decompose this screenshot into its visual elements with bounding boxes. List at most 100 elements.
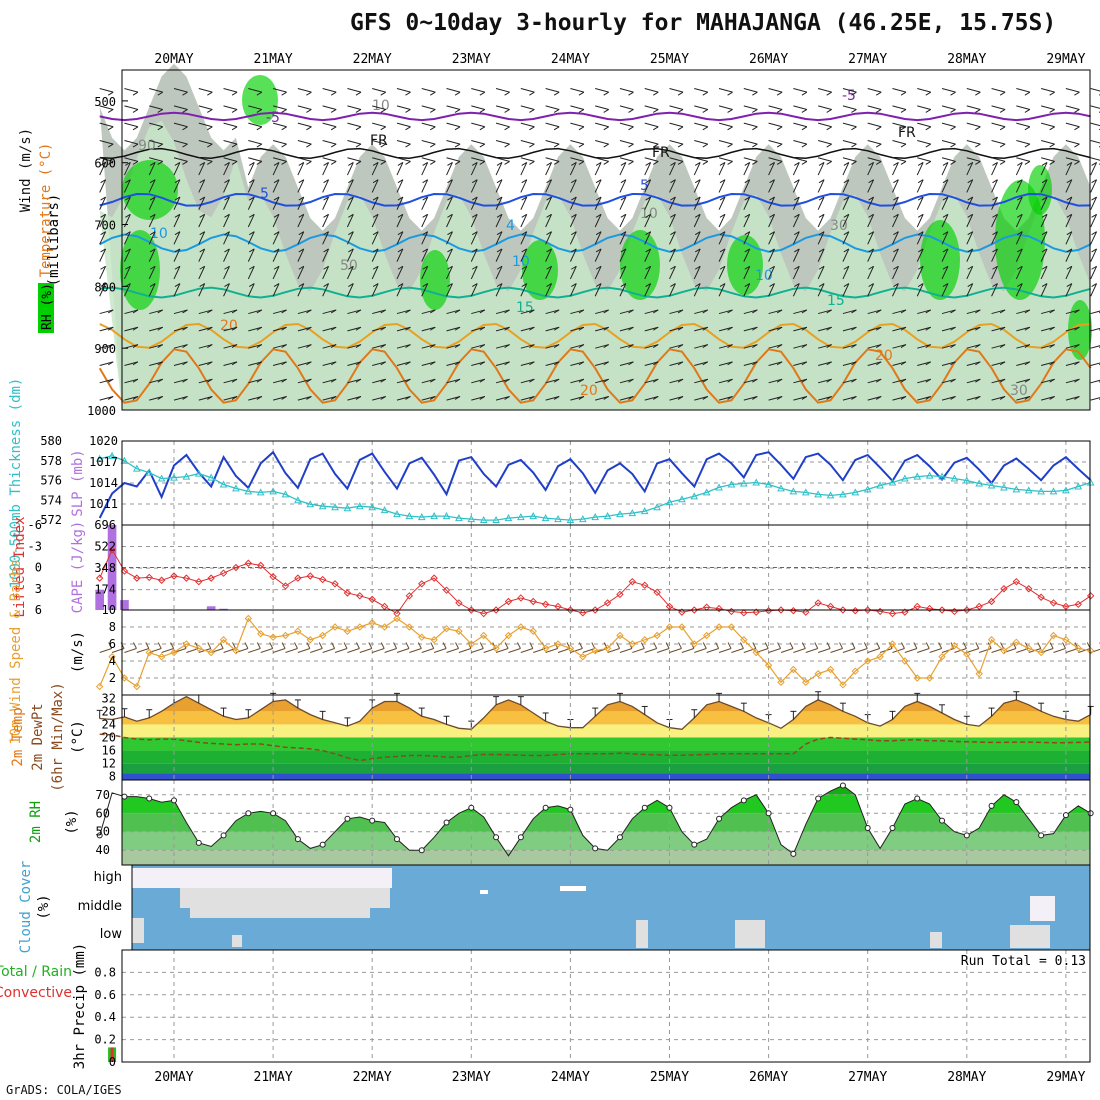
wind-barb xyxy=(248,309,262,315)
wind-barb-flag xyxy=(744,179,750,184)
wind-barb-flag xyxy=(298,283,305,287)
wind-barb-flag xyxy=(578,143,585,148)
isotherm-label: 10 xyxy=(150,226,168,242)
wind-barb xyxy=(346,248,354,262)
wind-barb xyxy=(396,326,411,332)
thickness-point xyxy=(925,471,934,479)
wind-barb xyxy=(495,309,510,315)
wind-barb-flag xyxy=(794,248,800,253)
wind10m-barb-flag xyxy=(442,642,447,649)
wind10m-point xyxy=(430,636,438,644)
thickness-point xyxy=(628,509,637,517)
cloud-gap xyxy=(560,886,586,891)
wind-barb xyxy=(124,396,139,401)
wind-barb-flag xyxy=(752,126,758,131)
wind-barb-flag xyxy=(132,160,139,165)
temp2m-line xyxy=(99,695,1092,730)
wind-barb-flag xyxy=(975,361,981,366)
wind-barb xyxy=(842,88,857,93)
wind10m-barb xyxy=(669,648,682,653)
cloud-row-label: high xyxy=(94,870,122,885)
wind-barb xyxy=(322,326,337,332)
wind10m-point xyxy=(876,653,884,661)
wind-barb xyxy=(347,157,362,162)
wind-barb-flag xyxy=(273,283,280,287)
thickness-point xyxy=(616,510,624,518)
wind-barb xyxy=(421,88,436,93)
wind-barb xyxy=(471,309,485,315)
wind-barb xyxy=(272,361,287,366)
li-point xyxy=(281,582,290,590)
wind-barb xyxy=(545,162,552,176)
wind-barb xyxy=(792,266,800,280)
wind-barb-flag xyxy=(405,91,411,96)
li-point xyxy=(826,602,835,611)
isotherm-label: 10 xyxy=(512,254,530,270)
wind10m-point xyxy=(987,636,996,644)
wind-barb xyxy=(149,105,163,110)
wind-barb xyxy=(471,105,485,110)
cloud-gap xyxy=(636,920,648,948)
wind-barb xyxy=(842,162,850,176)
wind10m-barb-flag xyxy=(393,642,398,649)
wind-barb-flag xyxy=(727,143,733,148)
wind10m-barb xyxy=(570,648,583,653)
wind-barb-flag xyxy=(224,283,230,287)
wind-barb xyxy=(421,162,429,176)
wind-barb xyxy=(297,361,312,366)
wind-barb-flag xyxy=(603,344,609,348)
wind10m-barb-flag xyxy=(777,642,782,649)
wind-barb xyxy=(372,361,386,366)
dewpt2m-label: 2m DewPt xyxy=(30,703,46,770)
wind-barb-flag xyxy=(372,248,379,253)
wind10m-point xyxy=(393,614,401,623)
wind-barb xyxy=(743,283,751,297)
wind-barb xyxy=(991,309,1006,315)
wind10m-line xyxy=(99,617,1091,688)
rh2m-point xyxy=(319,841,326,848)
wind10m-point xyxy=(418,633,426,641)
cape-tick-label: 696 xyxy=(94,518,116,532)
wind-barb-flag xyxy=(306,91,312,96)
wind-barb xyxy=(1016,361,1031,366)
wind-barb xyxy=(768,396,783,401)
wind-barb-flag xyxy=(157,344,164,348)
wind-barb-flag xyxy=(1024,143,1031,148)
wind-barb-flag xyxy=(125,231,131,236)
wind-barb xyxy=(1016,378,1031,384)
wind10m-barb-flag xyxy=(801,642,806,649)
wind10m-point xyxy=(653,631,661,640)
wind-barb-flag xyxy=(999,143,1006,148)
wind-barb xyxy=(1065,309,1080,315)
wind-barb xyxy=(570,88,585,93)
thickness-point xyxy=(640,507,649,515)
wind-barb xyxy=(520,122,535,128)
wind10m-point xyxy=(281,631,290,640)
wind10m-point xyxy=(368,619,376,627)
wind-barb xyxy=(99,122,114,128)
wind-barb xyxy=(619,162,627,176)
thickness-point xyxy=(157,474,166,482)
wind-barb-flag xyxy=(719,283,726,287)
wind10m-barb-flag xyxy=(591,642,596,649)
wind-barb-flag xyxy=(992,213,998,218)
wind-barb-flag xyxy=(603,326,609,331)
wind-barb xyxy=(173,378,188,384)
wind10m-barb-flag xyxy=(1062,642,1066,649)
wind-barb xyxy=(867,157,882,162)
wind10m-point xyxy=(690,640,698,648)
wind-barb xyxy=(793,361,808,366)
wind-barb xyxy=(793,378,808,384)
wind-barb-flag xyxy=(430,143,436,148)
wind-barb-flag xyxy=(670,196,676,201)
wind-barb xyxy=(347,344,362,349)
y-tick-label: 500 xyxy=(94,95,116,109)
li-point xyxy=(901,608,909,616)
li-point xyxy=(802,608,810,616)
li-point xyxy=(244,559,253,567)
wind-barb xyxy=(148,214,156,228)
wind-barb-flag xyxy=(1049,326,1055,331)
wind-barb xyxy=(223,88,238,93)
wind10m-barb xyxy=(421,648,434,653)
wind10m-barb xyxy=(619,648,633,653)
